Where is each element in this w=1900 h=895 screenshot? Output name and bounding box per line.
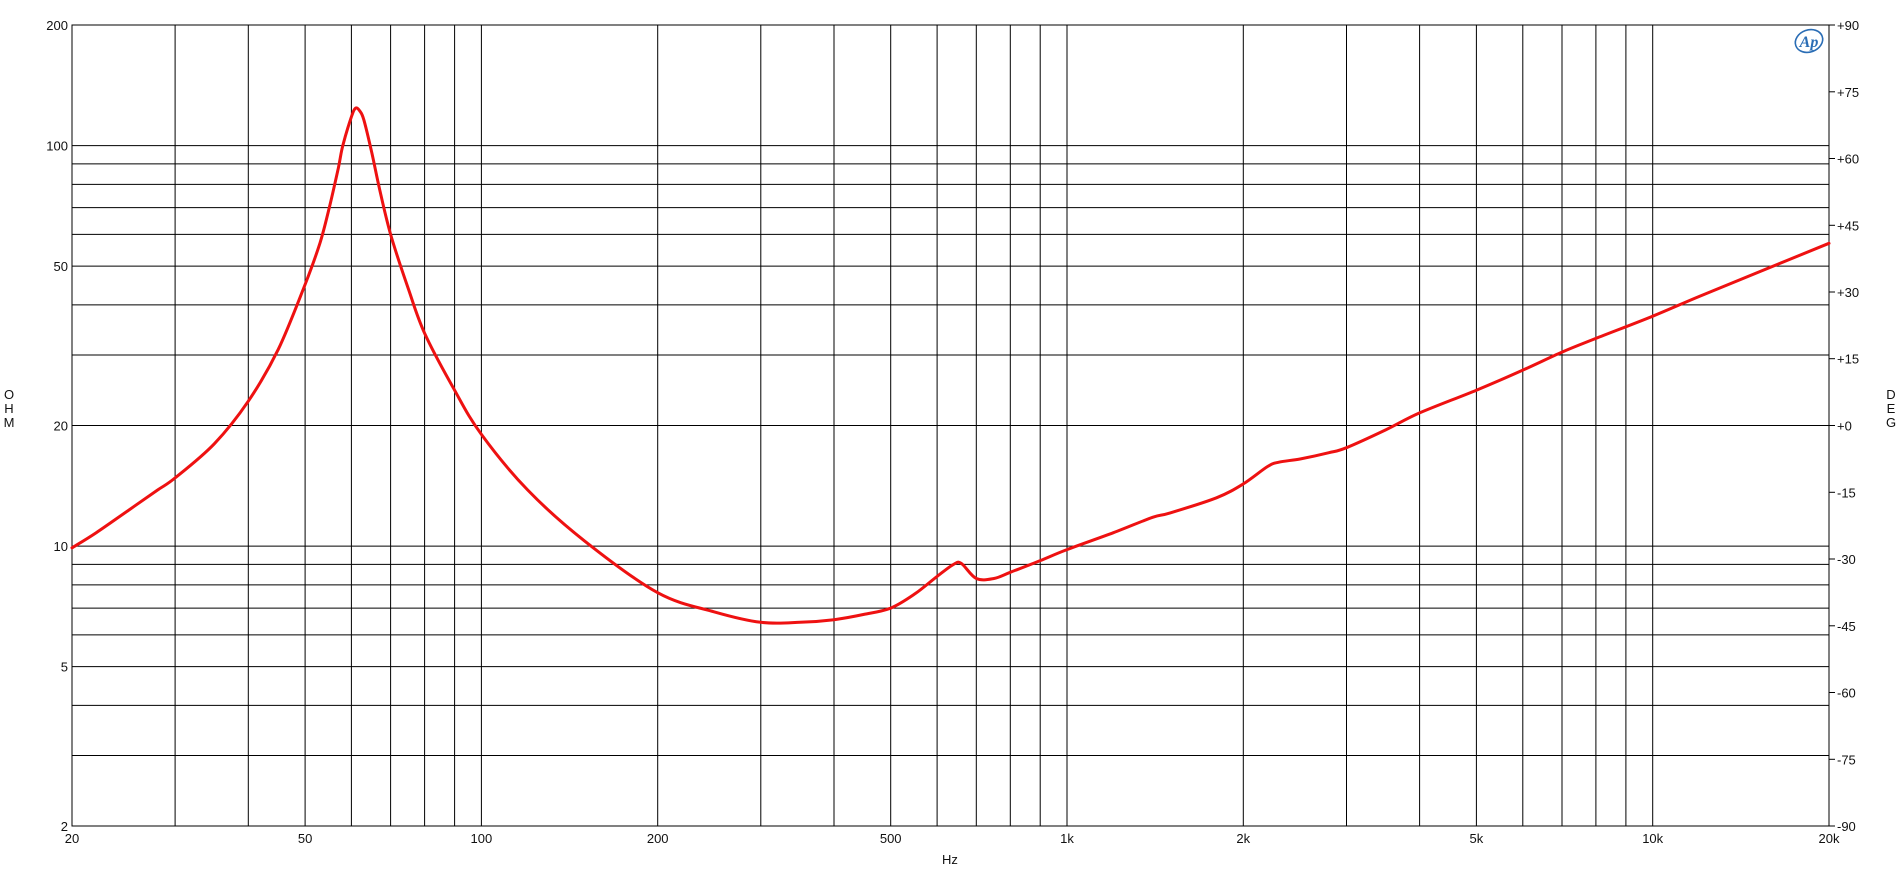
y-tick-labels: 200 100 50 20 10 5 2 — [46, 18, 68, 834]
y2-tick-labels: +90 +75 +60 +45 +30 +15 +0 -15 -30 -45 -60 -75 -90 — [1829, 18, 1859, 834]
y2-tick-label: +15 — [1837, 352, 1859, 367]
x-tick-label: 20k — [1819, 831, 1840, 846]
y-tick-label: 2 — [61, 819, 68, 834]
y2-tick-label: +45 — [1837, 218, 1859, 233]
x-tick-label: 50 — [298, 831, 312, 846]
y2-tick-label: -90 — [1837, 819, 1856, 834]
x-tick-label: 500 — [880, 831, 902, 846]
impedance-series-line — [70, 106, 1831, 625]
x-tick-label: 2k — [1236, 831, 1250, 846]
svg-text:DEG: DEG — [1886, 387, 1896, 430]
svg-text:OHM: OHM — [4, 387, 15, 430]
y2-tick-label: +30 — [1837, 285, 1859, 300]
y2-tick-label: -60 — [1837, 686, 1856, 701]
ap-logo: Ap — [1794, 28, 1824, 54]
x-tick-label: 5k — [1470, 831, 1484, 846]
grid-lines — [72, 25, 1829, 826]
y2-tick-label: +90 — [1837, 18, 1859, 33]
y-tick-label: 100 — [46, 139, 68, 154]
x-axis-title: Hz — [942, 852, 958, 867]
x-tick-label: 20 — [65, 831, 79, 846]
x-tick-labels: 20 50 100 200 500 1k 2k 5k 10k 20k — [65, 831, 1840, 846]
x-tick-label: 100 — [471, 831, 493, 846]
y-tick-label: 5 — [61, 660, 68, 675]
y-tick-label: 50 — [54, 259, 68, 274]
y2-tick-label: -75 — [1837, 752, 1856, 767]
y2-tick-label: +0 — [1837, 419, 1852, 434]
y2-tick-label: -45 — [1837, 619, 1856, 634]
y2-tick-label: -15 — [1837, 485, 1856, 500]
x-tick-label: 1k — [1060, 831, 1074, 846]
y-tick-label: 10 — [54, 539, 68, 554]
series-group — [70, 106, 1831, 625]
x-tick-label: 10k — [1642, 831, 1663, 846]
svg-text:Ap: Ap — [1799, 34, 1819, 51]
y-tick-label: 200 — [46, 18, 68, 33]
y2-tick-label: -30 — [1837, 552, 1856, 567]
y-tick-label: 20 — [54, 419, 68, 434]
x-tick-label: 200 — [647, 831, 669, 846]
y2-tick-label: +75 — [1837, 85, 1859, 100]
y2-tick-label: +60 — [1837, 152, 1859, 167]
